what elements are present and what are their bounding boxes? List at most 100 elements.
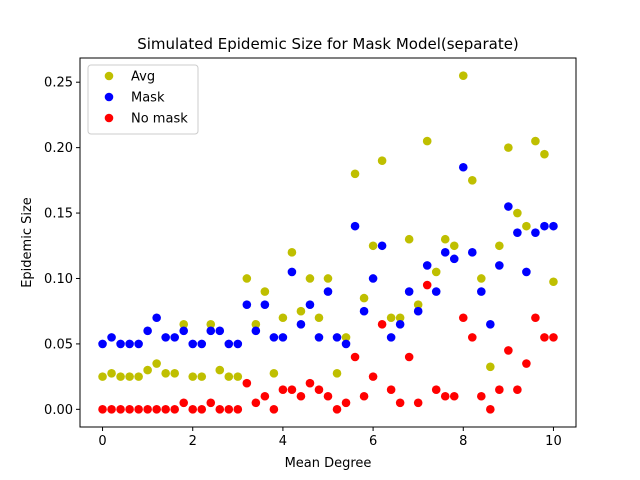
data-point bbox=[477, 287, 486, 296]
data-point bbox=[170, 369, 179, 378]
data-point bbox=[314, 313, 324, 323]
data-point bbox=[458, 162, 468, 172]
legend-label: No mask bbox=[131, 112, 188, 127]
data-point bbox=[422, 136, 432, 146]
data-point bbox=[404, 352, 414, 362]
data-point bbox=[107, 369, 116, 378]
data-point bbox=[341, 398, 351, 408]
legend: Avg Mask No mask bbox=[87, 64, 199, 135]
data-point bbox=[125, 405, 134, 414]
data-point bbox=[368, 274, 378, 283]
data-point bbox=[368, 241, 378, 251]
data-point bbox=[197, 339, 207, 349]
data-point bbox=[206, 326, 216, 336]
data-point bbox=[287, 248, 297, 257]
data-point bbox=[260, 391, 270, 401]
data-point bbox=[197, 372, 207, 381]
data-point bbox=[323, 391, 333, 401]
data-point bbox=[513, 228, 522, 237]
legend-marker bbox=[104, 71, 114, 81]
data-point bbox=[549, 333, 558, 342]
data-point bbox=[531, 313, 540, 323]
data-point bbox=[540, 149, 549, 159]
data-point bbox=[134, 339, 143, 349]
data-point bbox=[179, 326, 189, 336]
data-point bbox=[341, 339, 351, 349]
data-point bbox=[477, 274, 486, 283]
data-point bbox=[467, 248, 477, 257]
data-point bbox=[287, 385, 297, 395]
data-point bbox=[422, 261, 432, 270]
data-point bbox=[143, 326, 152, 336]
x-tick-label: 10 bbox=[545, 434, 562, 449]
data-point bbox=[143, 365, 152, 375]
x-tick-label: 4 bbox=[279, 434, 287, 449]
data-point bbox=[531, 136, 540, 146]
data-point bbox=[404, 234, 414, 244]
y-tick-label: 0.25 bbox=[44, 76, 73, 91]
data-point bbox=[278, 385, 288, 395]
data-point bbox=[522, 221, 531, 231]
data-point bbox=[224, 372, 234, 381]
y-tick-label: 0.00 bbox=[44, 403, 73, 418]
data-point bbox=[251, 319, 261, 329]
data-point bbox=[233, 339, 243, 349]
data-point bbox=[431, 287, 441, 296]
data-point bbox=[233, 405, 243, 414]
data-point bbox=[377, 319, 387, 329]
data-point bbox=[341, 333, 351, 342]
data-point bbox=[404, 287, 414, 296]
data-point bbox=[314, 385, 324, 395]
data-point bbox=[513, 208, 522, 218]
series-avg bbox=[98, 71, 558, 381]
data-point bbox=[323, 274, 333, 283]
data-point bbox=[269, 369, 279, 378]
data-point bbox=[197, 405, 207, 414]
data-point bbox=[107, 405, 116, 414]
data-point bbox=[413, 398, 423, 408]
data-point bbox=[377, 156, 387, 166]
x-tick-label: 2 bbox=[189, 434, 197, 449]
y-tick-label: 0.05 bbox=[44, 337, 73, 352]
data-point bbox=[269, 333, 279, 342]
data-point bbox=[377, 241, 387, 251]
y-tick-label: 0.10 bbox=[44, 272, 73, 287]
data-point bbox=[179, 319, 189, 329]
data-point bbox=[188, 339, 198, 349]
data-point bbox=[152, 313, 161, 323]
data-point bbox=[359, 293, 369, 303]
data-point bbox=[440, 248, 450, 257]
legend-label: Mask bbox=[131, 91, 165, 106]
data-point bbox=[116, 405, 125, 414]
data-point bbox=[477, 391, 486, 401]
data-point bbox=[540, 221, 549, 231]
data-point bbox=[431, 267, 441, 277]
data-point bbox=[486, 405, 495, 414]
data-point bbox=[188, 405, 198, 414]
data-point bbox=[242, 274, 252, 283]
data-point bbox=[332, 369, 342, 378]
data-point bbox=[296, 391, 306, 401]
data-point bbox=[125, 339, 134, 349]
data-point bbox=[422, 280, 432, 290]
data-point bbox=[251, 398, 261, 408]
points-layer bbox=[98, 71, 558, 414]
data-point bbox=[467, 176, 477, 185]
data-point bbox=[540, 333, 549, 342]
data-point bbox=[215, 405, 225, 414]
data-point bbox=[296, 306, 306, 316]
data-point bbox=[206, 398, 216, 408]
data-point bbox=[395, 313, 405, 323]
data-point bbox=[531, 228, 540, 237]
data-point bbox=[242, 300, 252, 309]
data-point bbox=[170, 333, 179, 342]
data-point bbox=[224, 339, 234, 349]
data-point bbox=[431, 385, 441, 395]
data-point bbox=[260, 300, 270, 309]
data-point bbox=[107, 333, 116, 342]
data-point bbox=[224, 405, 234, 414]
data-point bbox=[314, 333, 324, 342]
legend-items: Avg Mask No mask bbox=[104, 70, 188, 127]
